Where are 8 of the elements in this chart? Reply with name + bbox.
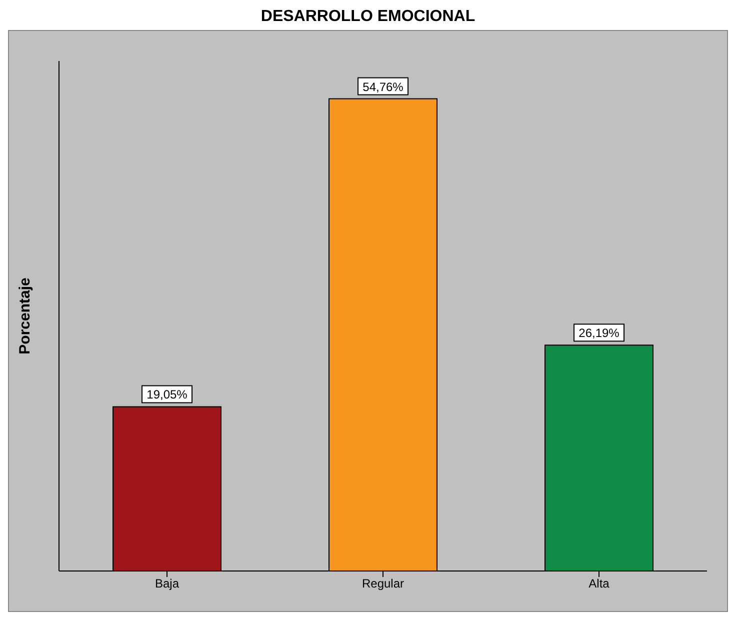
y-axis-title: Porcentaje: [16, 278, 34, 354]
chart-title: DESARROLLO EMOCIONAL: [260, 8, 476, 26]
x-tick-label: Regular: [362, 576, 404, 591]
data-label: 26,19%: [578, 326, 620, 340]
data-label: 19,05%: [146, 388, 188, 402]
x-tick-label: Alta: [588, 576, 610, 591]
data-label: 54,76%: [362, 80, 404, 94]
x-tick-label: Baja: [154, 576, 180, 591]
